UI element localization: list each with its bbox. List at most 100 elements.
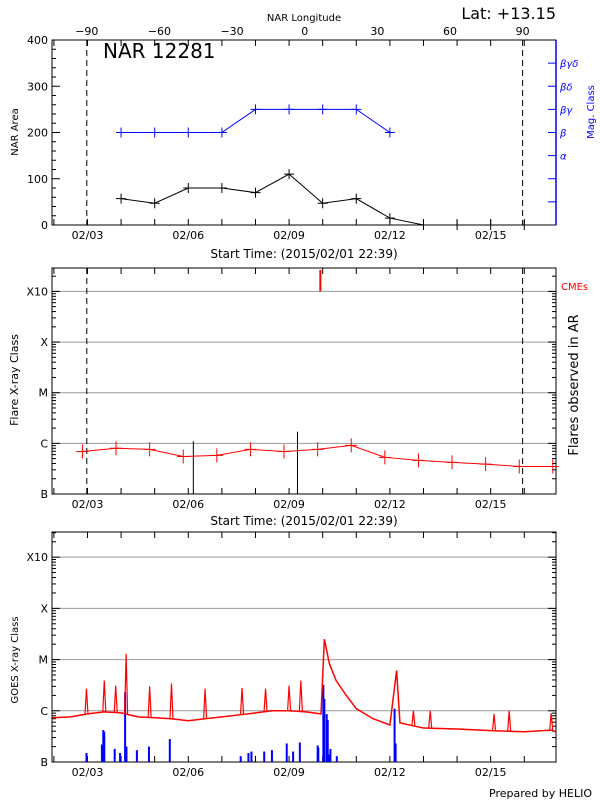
goes-flux-spike	[113, 685, 118, 713]
y-tick-label: C	[40, 705, 48, 718]
mag-class-point	[384, 127, 395, 138]
y-tick-label: X10	[26, 285, 48, 298]
x-tick-label: 02/03	[72, 498, 104, 511]
top-tick-label: −30	[220, 25, 243, 38]
flares-observed-title: Flares observed in AR	[567, 314, 582, 455]
x-tick-label: 02/06	[172, 766, 204, 779]
goes-flux-spike	[202, 688, 208, 719]
goes-flux-spike	[239, 687, 245, 715]
area-point	[216, 183, 227, 193]
top-tick-label: 30	[370, 25, 384, 38]
flare-class-point	[244, 442, 257, 457]
cme-label: CMEs	[561, 282, 588, 293]
y-tick-label: M	[39, 654, 49, 667]
flare-class-point	[446, 455, 459, 470]
goes-flux-spike	[549, 713, 554, 731]
top-tick-label: 90	[516, 25, 530, 38]
mag-class-point	[317, 104, 328, 115]
area-point	[519, 220, 530, 230]
y-tick-label: B	[40, 756, 48, 769]
goes-flux-line	[52, 639, 557, 733]
x-tick-label: 02/03	[72, 229, 104, 242]
goes-flux-spike	[428, 710, 433, 729]
goes-flux-spike	[102, 680, 107, 712]
flare-class-point	[378, 450, 391, 465]
top-tick-label: 60	[443, 25, 457, 38]
mag-class-axis-title: Mag. Class	[586, 85, 597, 139]
start-time-label-2: Start Time: (2015/02/01 22:39)	[210, 514, 397, 528]
y-tick-label: B	[40, 488, 48, 501]
plot-frame	[51, 531, 557, 763]
footer-label: Prepared by HELIO	[489, 787, 592, 800]
x-tick-label: 02/03	[72, 766, 104, 779]
mag-tick-label: βγδ	[559, 59, 578, 70]
flare-class-point	[479, 457, 492, 472]
goes-axis-title: GOES X-ray Class	[10, 616, 21, 703]
goes-flux-spike	[507, 710, 512, 732]
top-axis-title: NAR Longitude	[267, 13, 341, 24]
flare-class-point	[76, 444, 89, 459]
flare-class-point	[546, 459, 559, 474]
goes-flux-spike	[411, 710, 416, 726]
y-tick-label: X	[40, 336, 48, 349]
goes-flux-spike	[286, 685, 292, 711]
mag-tick-label: βδ	[559, 82, 573, 93]
area-point	[384, 213, 395, 224]
area-point	[183, 183, 194, 193]
y-tick-label: 400	[27, 34, 48, 47]
flare-class-point	[210, 448, 223, 463]
area-point	[116, 193, 127, 204]
y-tick-label: M	[39, 387, 49, 400]
flare-axis-title: Flare X-ray Class	[8, 334, 21, 426]
goes-flux-spike	[263, 688, 268, 712]
plot-frame	[51, 267, 557, 495]
area-point	[452, 220, 463, 230]
goes-flux-spike	[491, 713, 497, 731]
x-tick-label: 02/12	[374, 766, 406, 779]
mag-class-point	[183, 127, 194, 138]
flare-class-point	[345, 438, 358, 453]
y-tick-label: C	[40, 437, 48, 450]
flare-class-point	[311, 442, 324, 457]
x-tick-label: 02/15	[475, 229, 507, 242]
goes-flux-spike	[169, 683, 174, 719]
flare-class-point	[177, 449, 190, 464]
flare-class-point	[143, 442, 156, 457]
top-tick-label: 0	[301, 25, 308, 38]
area-point	[149, 198, 160, 209]
y-tick-label: X	[40, 602, 48, 615]
mag-class-point	[250, 104, 261, 115]
goes-flux-spike	[84, 688, 89, 715]
flare-class-point	[110, 441, 123, 456]
goes-flux-spike	[298, 680, 303, 712]
x-tick-label: 02/09	[273, 229, 305, 242]
mag-class-point	[149, 127, 160, 138]
y-tick-label: 100	[27, 173, 48, 186]
x-tick-label: 02/06	[172, 229, 204, 242]
area-point	[250, 187, 261, 198]
y-tick-label: X10	[26, 551, 48, 564]
flare-class-point	[412, 453, 425, 468]
area-point	[284, 169, 295, 180]
mag-tick-label: α	[560, 152, 567, 163]
x-tick-label: 02/09	[273, 766, 305, 779]
mag-class-point	[116, 127, 127, 138]
x-tick-label: 02/12	[374, 498, 406, 511]
goes-flux-spike	[147, 686, 152, 718]
area-point	[351, 193, 362, 204]
region-label: NAR 12281	[103, 39, 216, 63]
x-tick-label: 02/12	[374, 229, 406, 242]
x-tick-label: 02/06	[172, 498, 204, 511]
mag-class-point	[284, 104, 295, 115]
flare-class-point	[278, 444, 291, 459]
area-point	[317, 198, 328, 209]
mag-tick-label: β	[559, 129, 567, 140]
y-tick-label: 300	[27, 80, 48, 93]
top-tick-label: −60	[148, 25, 171, 38]
mag-class-point	[351, 104, 362, 115]
mag-class-point	[216, 127, 227, 138]
area-point	[485, 220, 496, 230]
y-tick-label: 200	[27, 127, 48, 140]
top-tick-label: −90	[75, 25, 98, 38]
start-time-label-1: Start Time: (2015/02/01 22:39)	[210, 247, 397, 261]
